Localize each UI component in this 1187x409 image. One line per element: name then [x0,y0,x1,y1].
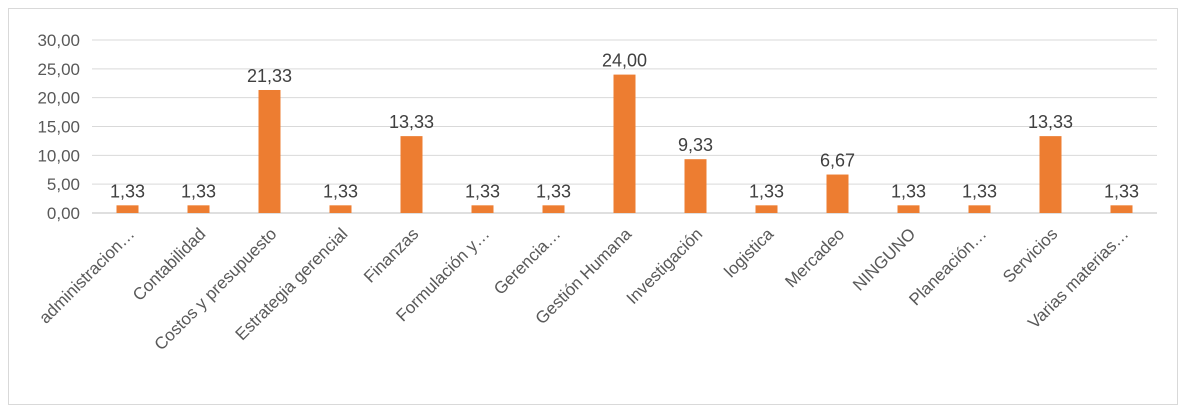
bar [755,205,778,213]
bar [897,205,920,213]
data-label: 21,33 [247,66,292,86]
x-tick-label: Costos y presupuesto [151,224,281,354]
data-label: 1,33 [962,181,997,201]
x-tick-label: Servicios [999,224,1061,286]
y-tick-label: 20,00 [37,89,80,108]
bar [116,205,139,213]
x-tick-label: Finanzas [360,224,422,286]
data-label: 1,33 [749,181,784,201]
bar [258,89,281,213]
bar [684,159,707,213]
bar [1110,205,1133,213]
bar [968,205,991,213]
data-label: 24,00 [602,51,647,71]
bar [542,205,565,213]
data-label: 1,33 [181,181,216,201]
data-label: 13,33 [389,112,434,132]
x-tick-label: Gerencia… [490,224,564,298]
data-label: 1,33 [891,181,926,201]
y-tick-label: 30,00 [37,31,80,50]
x-tick-label: NINGUNO [849,224,919,294]
data-label: 1,33 [110,181,145,201]
data-label: 13,33 [1028,112,1073,132]
bar [187,205,210,213]
data-label: 6,67 [820,151,855,171]
x-tick-label: logistica [720,224,777,281]
y-tick-label: 5,00 [47,175,80,194]
data-label: 1,33 [465,181,500,201]
bar [471,205,494,213]
bar [400,136,423,213]
data-label: 1,33 [323,181,358,201]
bar [613,74,636,213]
x-tick-label: Investigación [623,224,707,308]
bar [1039,136,1062,213]
bar [826,174,849,213]
data-label: 1,33 [1104,181,1139,201]
y-tick-label: 15,00 [37,118,80,137]
x-tick-label: Mercadeo [781,224,848,291]
y-tick-label: 10,00 [37,146,80,165]
data-label: 1,33 [536,181,571,201]
x-tick-label: administracion… [35,224,138,327]
bar [329,205,352,213]
y-tick-label: 0,00 [47,204,80,223]
data-label: 9,33 [678,135,713,155]
y-tick-label: 25,00 [37,60,80,79]
